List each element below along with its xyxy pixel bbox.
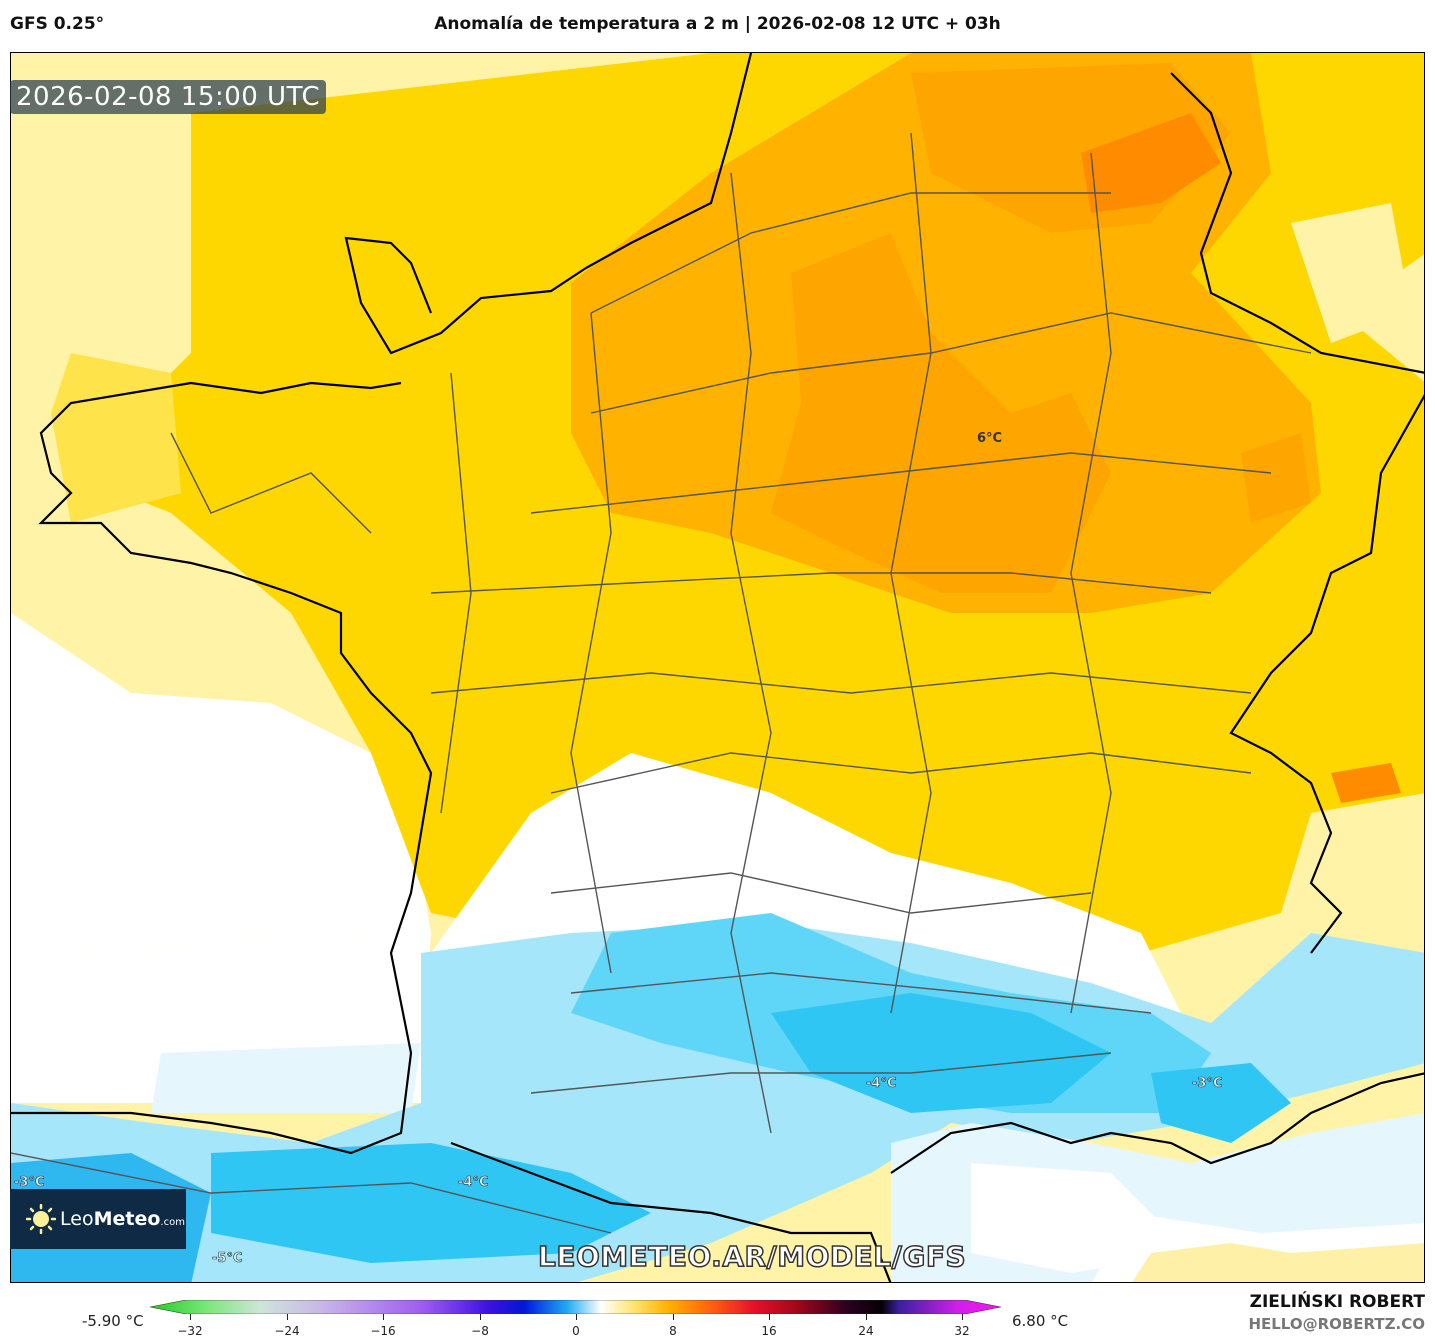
colorbar-tick [480,1314,481,1320]
contour-label: -4°C [458,1175,489,1191]
colorbar-tick-label: 0 [572,1324,580,1338]
colorbar-tick [866,1314,867,1320]
model-label: GFS 0.25° [10,14,105,34]
colorbar-tick-label: −8 [471,1324,489,1338]
colorbar-tick-label: −32 [177,1324,203,1338]
colorbar-tick-label: 24 [858,1324,874,1338]
colorbar-tick [962,1314,963,1320]
contour-label: 6°C [977,431,1003,446]
colorbar [150,1300,1001,1314]
colorbar-min-value: -5.90 °C [82,1312,144,1330]
author-name: ZIELIŃSKI ROBERT [1249,1292,1425,1312]
colorbar-tick-label: 8 [669,1324,677,1338]
colorbar-tick-label: 16 [761,1324,777,1338]
colorbar-max-value: 6.80 °C [1012,1312,1069,1330]
author-email[interactable]: HELLO@ROBERTZ.CO [1248,1315,1425,1333]
colorbar-tick [576,1314,577,1320]
map-panel[interactable]: 6°C -4°C -3°C -4°C -3°C -5°C [10,52,1425,1283]
colorbar-tick [190,1314,191,1320]
temperature-anomaly-field [11,53,1424,1282]
valid-time-badge: 2026-02-08 15:00 UTC [10,80,327,114]
watermark-url: LEOMETEO.AR/MODEL/GFS [537,1239,967,1274]
logo-text: LeoMeteo.com [60,1208,185,1230]
colorbar-tick [287,1314,288,1320]
contour-label: -3°C [1192,1076,1223,1092]
colorbar-tick [769,1314,770,1320]
colorbar-tick [383,1314,384,1320]
colorbar-tick-label: −24 [274,1324,300,1338]
sun-icon [25,1203,57,1235]
colorbar-tick-label: −16 [370,1324,396,1338]
leometeo-logo[interactable]: LeoMeteo.com [10,1189,186,1249]
colorbar-tick-label: 32 [954,1324,970,1338]
contour-label: -5°C [212,1251,243,1267]
contour-label: -3°C [14,1175,45,1191]
contour-label: -4°C [866,1076,897,1092]
colorbar-tick [673,1314,674,1320]
chart-title: Anomalía de temperatura a 2 m | 2026-02-… [434,14,1001,34]
